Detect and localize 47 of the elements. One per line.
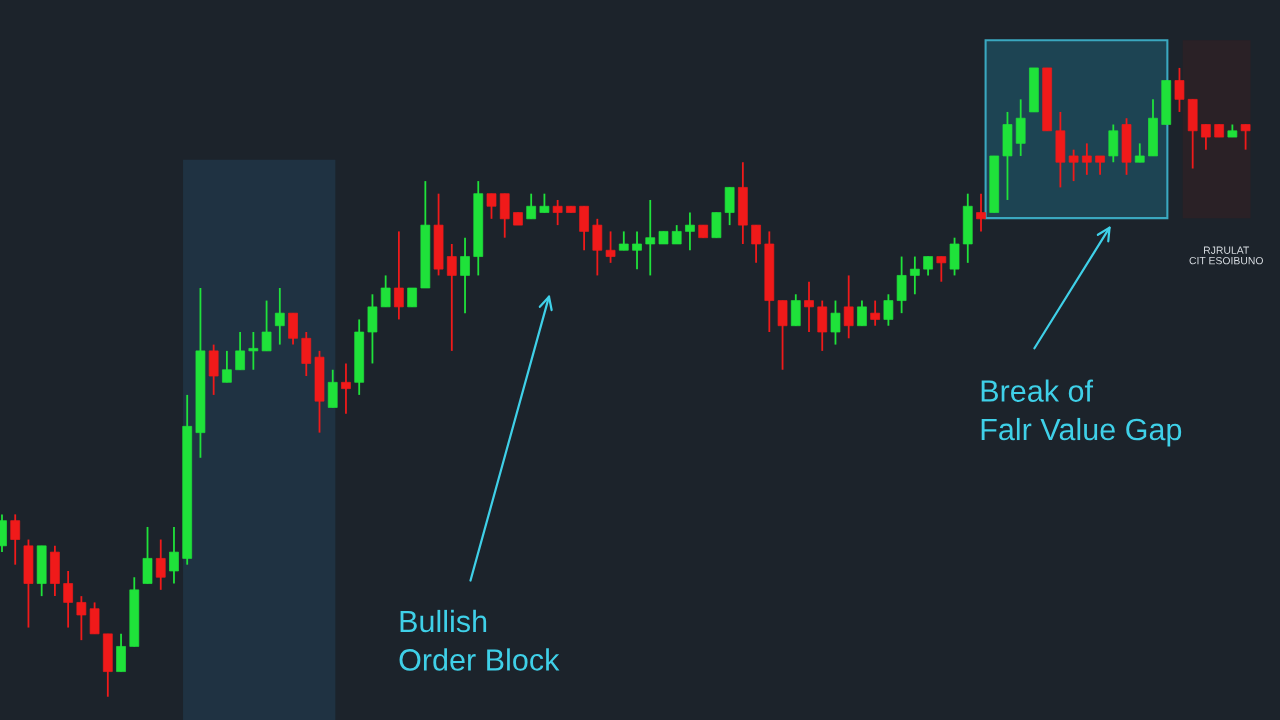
candlestick (235, 331, 245, 371)
candlestick (1134, 142, 1145, 164)
candlestick (870, 299, 881, 327)
candlestick (857, 299, 867, 327)
annotation: RJRULAT CIT ESOIBUNO (1189, 246, 1263, 265)
annotation: Bullish Order Block (399, 609, 560, 671)
candlestick (63, 570, 73, 629)
candlestick (460, 236, 470, 315)
candlestick (883, 293, 894, 327)
candlestick (1174, 67, 1185, 113)
candlestick (1240, 123, 1251, 151)
candlestick (632, 230, 642, 271)
candlestick (804, 280, 814, 333)
candlestick (169, 526, 179, 585)
candlestick (671, 224, 682, 245)
candlestick (248, 331, 259, 371)
candlestick (1068, 148, 1079, 183)
candlestick (274, 287, 285, 346)
candlestick (1081, 142, 1092, 176)
candlestick (1201, 123, 1211, 151)
candlestick (936, 255, 947, 283)
candlestick (394, 230, 404, 321)
candlestick (539, 192, 550, 214)
candlestick (446, 243, 457, 352)
candlestick (526, 192, 537, 220)
candlestick (605, 230, 616, 264)
candlestick (976, 192, 986, 233)
candlestick (685, 211, 695, 252)
candlestick (910, 255, 920, 296)
annotation: Break of Falr Value Gap (981, 379, 1182, 447)
candlestick (261, 299, 272, 352)
candlestick (1095, 155, 1105, 176)
candlestick (552, 199, 563, 227)
candlestick (486, 192, 497, 220)
candlestick (923, 255, 933, 277)
candlestick (843, 274, 854, 340)
candlestick (155, 538, 166, 591)
candlestick (645, 199, 656, 277)
candlestick (751, 224, 761, 264)
candlestick (341, 362, 351, 415)
candlestick (10, 513, 21, 566)
candlestick (618, 230, 629, 252)
candlestick (222, 349, 232, 384)
candlestick (380, 274, 391, 308)
candlestick (407, 287, 417, 308)
candlestick (76, 595, 87, 642)
candlestick (830, 299, 841, 346)
